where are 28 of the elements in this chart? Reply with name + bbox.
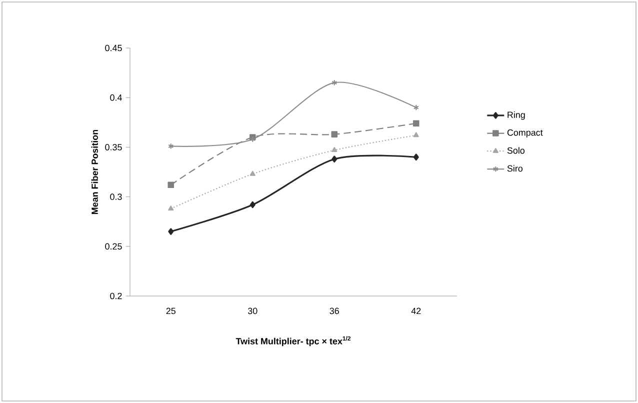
point [332, 80, 338, 86]
legend-label: Compact [507, 129, 543, 138]
legend-label: Siro [507, 165, 523, 172]
legend-label: Solo [507, 147, 525, 154]
x-tick-label: 42 [411, 308, 421, 314]
legend-label: Ring [508, 111, 525, 120]
y-tick-label: 0.2 [110, 292, 122, 300]
point [168, 228, 174, 235]
point [413, 132, 419, 138]
x-tick-label: 25 [166, 308, 176, 314]
point [168, 206, 174, 211]
point [412, 120, 420, 127]
y-tick-label: 0.35 [105, 144, 122, 150]
y-axis-title: Mean Fiber Position [91, 130, 98, 214]
point [168, 182, 174, 188]
y-tick-label: 0.3 [110, 194, 122, 200]
point [331, 131, 338, 138]
y-tick-label: 0.25 [105, 243, 122, 250]
x-tick-label: 36 [330, 308, 339, 314]
y-tick-label: 0.4 [110, 94, 122, 101]
y-tick-label: 0.45 [105, 44, 122, 52]
x-axis-title: Twist Multiplier- tpc × tex$^{1/2}$ [236, 336, 351, 346]
x-tick-label: 30 [248, 308, 258, 314]
point [332, 156, 338, 162]
point [413, 154, 419, 161]
point [250, 201, 256, 208]
point [250, 170, 256, 176]
point [332, 147, 338, 152]
